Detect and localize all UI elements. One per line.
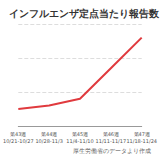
svg-text:11/11-11/17: 11/11-11/17 [96, 138, 127, 144]
svg-text:11/18-11/24: 11/18-11/24 [126, 138, 157, 144]
svg-text:11/4-11/10: 11/4-11/10 [66, 138, 93, 144]
svg-text:第45週: 第45週 [72, 131, 88, 137]
svg-text:10/28-11/3: 10/28-11/3 [35, 138, 62, 144]
svg-text:第47週: 第47週 [134, 131, 150, 137]
svg-text:第46週: 第46週 [103, 131, 119, 137]
svg-text:10/21-10/27: 10/21-10/27 [3, 138, 34, 144]
svg-text:インフルエンザ定点当たり報告数: インフルエンザ定点当たり報告数 [9, 8, 160, 19]
svg-text:厚生労働省のデータより作成: 厚生労働省のデータより作成 [73, 147, 151, 154]
svg-text:第44週: 第44週 [41, 131, 57, 137]
svg-text:第43週: 第43週 [10, 131, 26, 137]
